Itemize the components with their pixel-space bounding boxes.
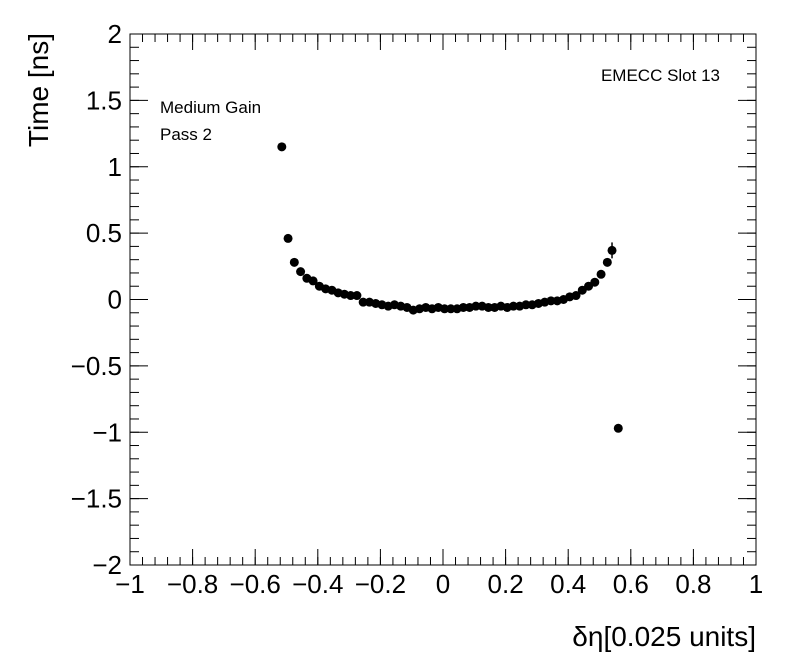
y-tick-label: −1.5 [71, 484, 122, 514]
data-point [596, 269, 606, 279]
data-point [346, 291, 356, 301]
data-point [571, 291, 581, 301]
y-axis-ticks [130, 33, 756, 566]
y-tick-label: −2 [92, 550, 122, 580]
y-tick-label: 1.5 [86, 85, 122, 115]
x-tick-label: 0.8 [675, 569, 711, 599]
y-tick-label: 2 [108, 19, 122, 49]
data-point [471, 301, 481, 311]
y-axis-title: Time [ns] [23, 33, 54, 147]
x-tick-label: −1 [115, 569, 145, 599]
data-point [483, 302, 493, 312]
pass-label: Pass 2 [160, 125, 212, 144]
data-point [277, 142, 287, 152]
data-point [521, 300, 531, 310]
data-point [352, 291, 362, 301]
x-tick-label: 0.4 [550, 569, 586, 599]
y-tick-label: −0.5 [71, 351, 122, 381]
y-tick-label: 1 [108, 152, 122, 182]
x-tick-label: −0.2 [355, 569, 406, 599]
x-tick-label: 1 [749, 569, 763, 599]
data-point [590, 277, 600, 287]
gain-label: Medium Gain [160, 98, 261, 117]
y-axis-tick-labels: −2 −1.5 −1 −0.5 0 0.5 1 1.5 2 [71, 19, 122, 580]
data-point [446, 304, 456, 314]
data-point [283, 233, 293, 243]
data-point [308, 276, 318, 286]
y-tick-label: −1 [92, 417, 122, 447]
slot-label: EMECC Slot 13 [601, 66, 720, 85]
data-point [440, 304, 450, 314]
x-tick-label: −0.6 [230, 569, 281, 599]
data-point [607, 245, 617, 255]
x-tick-label: 0.2 [488, 569, 524, 599]
x-axis-tick-labels: −1 −0.8 −0.6 −0.4 −0.2 0 0.2 0.4 0.6 0.8 1 [115, 569, 763, 599]
y-tick-label: 0.5 [86, 218, 122, 248]
x-tick-label: −0.8 [167, 569, 218, 599]
data-point [458, 302, 468, 312]
data-point [289, 257, 299, 267]
data-point [296, 267, 306, 277]
x-tick-label: 0.6 [613, 569, 649, 599]
data-point [613, 423, 623, 433]
x-axis-title: δη[0.025 units] [572, 621, 756, 652]
data-point [546, 296, 556, 306]
x-axis-ticks [129, 34, 757, 565]
data-point [602, 257, 612, 267]
data-point [358, 297, 368, 307]
x-tick-label: 0 [436, 569, 450, 599]
data-points [277, 142, 623, 433]
data-point [508, 301, 518, 311]
y-tick-label: 0 [108, 285, 122, 315]
x-tick-label: −0.4 [292, 569, 343, 599]
